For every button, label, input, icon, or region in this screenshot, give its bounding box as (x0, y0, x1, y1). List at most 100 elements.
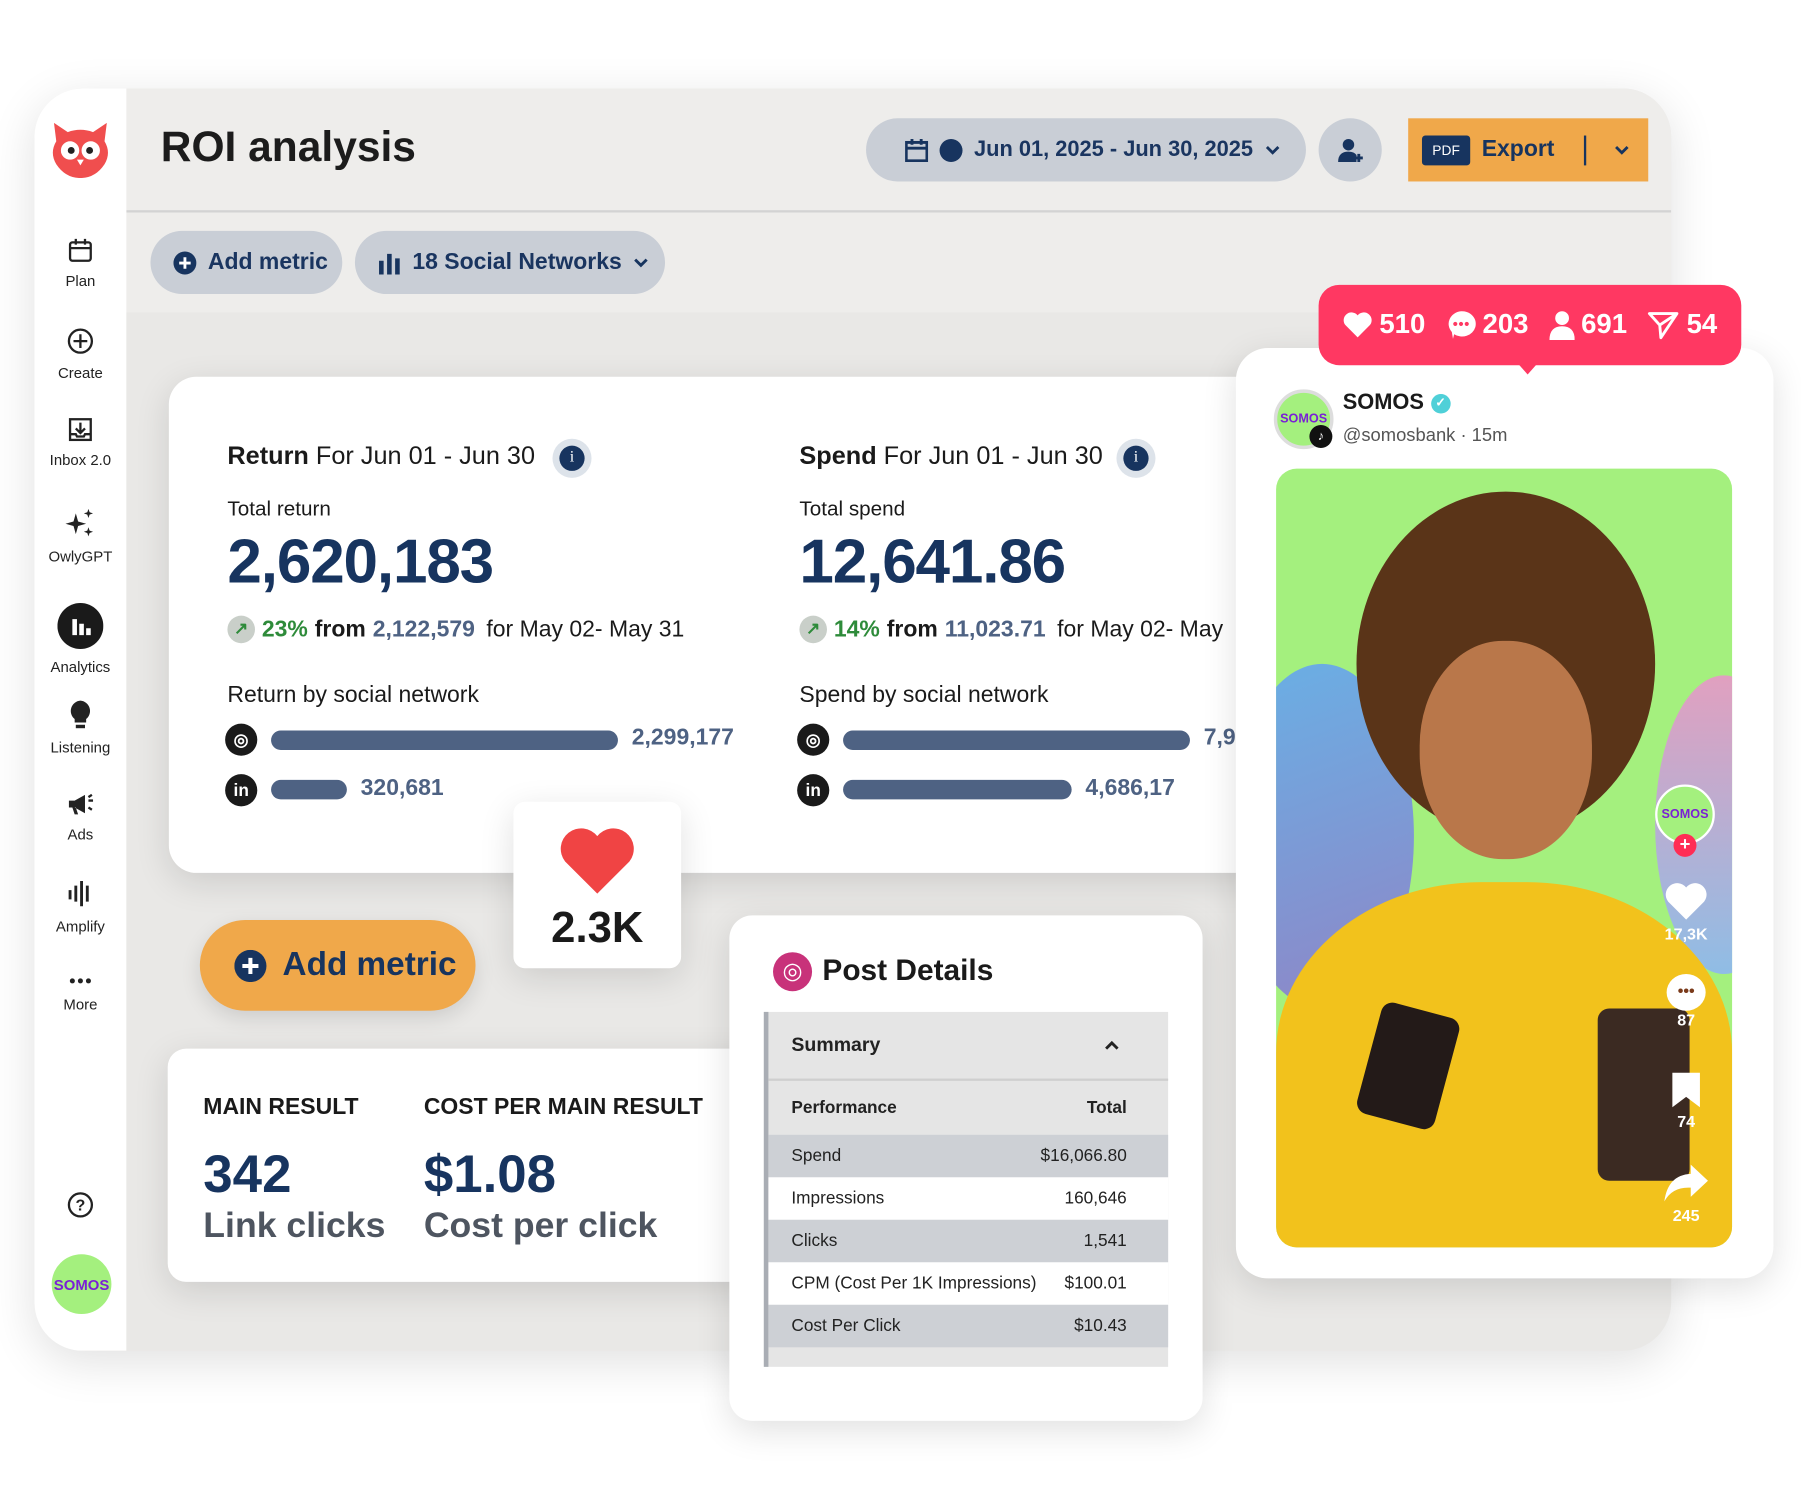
results-card: MAIN RESULT 342 Link clicks COST PER MAI… (167, 1048, 765, 1282)
comment-action[interactable]: ••• 87 (1655, 974, 1717, 1029)
return-bar-linkedin (271, 779, 347, 800)
main-result-label: MAIN RESULT (203, 1094, 359, 1120)
sidebar-item-amplify[interactable]: Amplify (34, 879, 126, 935)
return-bar-instagram (271, 730, 618, 751)
sidebar-item-listening[interactable]: Listening (34, 699, 126, 756)
sidebar-item-inbox[interactable]: Inbox 2.0 (34, 417, 126, 469)
spend-value-linkedin: 4,686,17 (1085, 775, 1175, 801)
sidebar-item-plan[interactable]: Plan (34, 238, 126, 290)
chevron-down-icon (634, 257, 649, 267)
sidebar-item-label: OwlyGPT (48, 547, 113, 566)
sidebar-item-analytics[interactable]: Analytics (34, 603, 126, 675)
spend-value-instagram: 7,9 (1203, 724, 1236, 751)
page-title: ROI analysis (160, 122, 416, 170)
like-action[interactable]: 17,3K (1655, 882, 1717, 943)
send-icon (1648, 312, 1679, 340)
share-action[interactable]: 245 (1655, 1164, 1717, 1224)
bar-chart-icon (379, 253, 400, 274)
heart-icon (1343, 312, 1372, 338)
return-change: ↗ 23% from 2,122,579 for May 02- May 31 (227, 615, 684, 644)
networks-label: 18 Social Networks (412, 249, 622, 275)
post-details-card: ◎ Post Details Summary Performance Total … (729, 915, 1203, 1421)
chevron-down-icon[interactable] (1614, 144, 1630, 155)
export-label: Export (1481, 136, 1555, 162)
summary-toggle[interactable]: Summary (768, 1012, 1169, 1081)
table-row: CPM (Cost Per 1K Impressions) $100.01 (768, 1262, 1169, 1305)
hootsuite-owl-logo[interactable] (49, 121, 111, 179)
trend-up-icon: ↗ (227, 615, 255, 644)
verified-icon: ✓ (1430, 393, 1451, 413)
sidebar-item-create[interactable]: Create (34, 327, 126, 381)
spend-bar-linkedin (843, 779, 1072, 800)
post-handle: @somosbank · 15m (1342, 426, 1508, 446)
post-details-title: Post Details (822, 952, 994, 987)
header-divider (126, 210, 1672, 213)
likes-stat: 510 (1343, 309, 1425, 341)
calendar-icon (68, 238, 92, 262)
export-button[interactable]: PDF Export (1408, 118, 1649, 182)
sidebar-item-more[interactable]: More (34, 975, 126, 1013)
status-dot (939, 138, 963, 162)
sidebar-item-label: Plan (65, 272, 96, 290)
add-user-button[interactable] (1318, 118, 1382, 182)
sidebar-item-label: Create (57, 364, 103, 382)
sidebar-item-label: Inbox 2.0 (49, 451, 112, 469)
megaphone-icon (68, 793, 94, 815)
total-spend-label: Total spend (799, 497, 906, 521)
add-metric-label: Add metric (282, 946, 457, 984)
help-icon[interactable]: ? (67, 1191, 95, 1219)
social-networks-dropdown[interactable]: 18 Social Networks (354, 230, 666, 295)
total-spend-value: 12,641.86 (799, 527, 1066, 597)
return-value-instagram: 2,299,177 (631, 724, 734, 751)
comment-icon: ••• (1666, 974, 1706, 1011)
follow-plus-icon[interactable]: + (1673, 833, 1697, 857)
sidebar-item-label: Analytics (50, 658, 111, 676)
instagram-icon: ◎ (773, 952, 813, 992)
share-arrow-icon (1664, 1164, 1708, 1202)
heart-icon (560, 828, 634, 894)
post-avatar[interactable]: SOMOS (1273, 389, 1334, 450)
sidebar-item-ads[interactable]: Ads (34, 791, 126, 843)
date-range-picker[interactable]: Jun 01, 2025 - Jun 30, 2025 (866, 118, 1306, 182)
likes-card: 2.3K (513, 801, 682, 969)
add-metric-large-button[interactable]: Add metric (199, 920, 476, 1011)
sidebar-item-label: Amplify (55, 917, 105, 935)
likes-value: 2.3K (551, 903, 644, 953)
user-plus-icon (1337, 138, 1363, 162)
table-row: Impressions 160,646 (768, 1177, 1169, 1220)
comments-stat: 203 (1446, 309, 1529, 341)
amplify-icon (68, 880, 89, 907)
inbox-icon (68, 418, 92, 442)
separator (1584, 134, 1587, 165)
instagram-icon: ◎ (797, 723, 830, 756)
spend-heading: Spend For Jun 01 - Jun 30 (799, 441, 1103, 470)
return-heading: Return For Jun 01 - Jun 30 (227, 441, 536, 470)
followers-stat: 691 (1548, 309, 1627, 341)
summary-panel: Summary Performance Total Spend $16,066.80… (763, 1011, 1169, 1367)
creator-avatar[interactable]: SOMOS (1655, 784, 1715, 845)
chevron-up-icon (1105, 1040, 1119, 1050)
heart-icon (1665, 883, 1707, 920)
trend-up-icon: ↗ (799, 615, 827, 644)
tiktok-icon: ♪ (1309, 424, 1333, 448)
date-range-text: Jun 01, 2025 - Jun 30, 2025 (974, 137, 1254, 162)
chevron-down-icon (1265, 145, 1280, 155)
account-avatar[interactable]: SOMOS (51, 1254, 112, 1314)
linkedin-icon: in (797, 774, 830, 807)
add-metric-button[interactable]: Add metric (150, 230, 343, 295)
info-icon[interactable]: i (1116, 438, 1156, 478)
sidebar-item-owlygpt[interactable]: OwlyGPT (34, 507, 126, 566)
add-metric-label: Add metric (207, 249, 328, 275)
save-action[interactable]: 74 (1655, 1072, 1717, 1130)
post-author: SOMOS ✓ (1343, 391, 1451, 416)
post-preview-card: SOMOS ♪ SOMOS ✓ @somosbank · 15m SOMOS + … (1235, 348, 1774, 1279)
post-image[interactable]: SOMOS + 17,3K ••• 87 74 245 (1276, 468, 1733, 1248)
spend-by-network-label: Spend by social network (799, 682, 1049, 708)
info-icon[interactable]: i (552, 438, 592, 478)
instagram-icon: ◎ (225, 723, 258, 756)
table-row: Cost Per Click $10.43 (768, 1304, 1169, 1348)
svg-text:?: ? (75, 1197, 85, 1215)
user-icon (1548, 311, 1575, 340)
return-by-network-label: Return by social network (227, 682, 479, 708)
plus-circle-icon (173, 250, 197, 274)
